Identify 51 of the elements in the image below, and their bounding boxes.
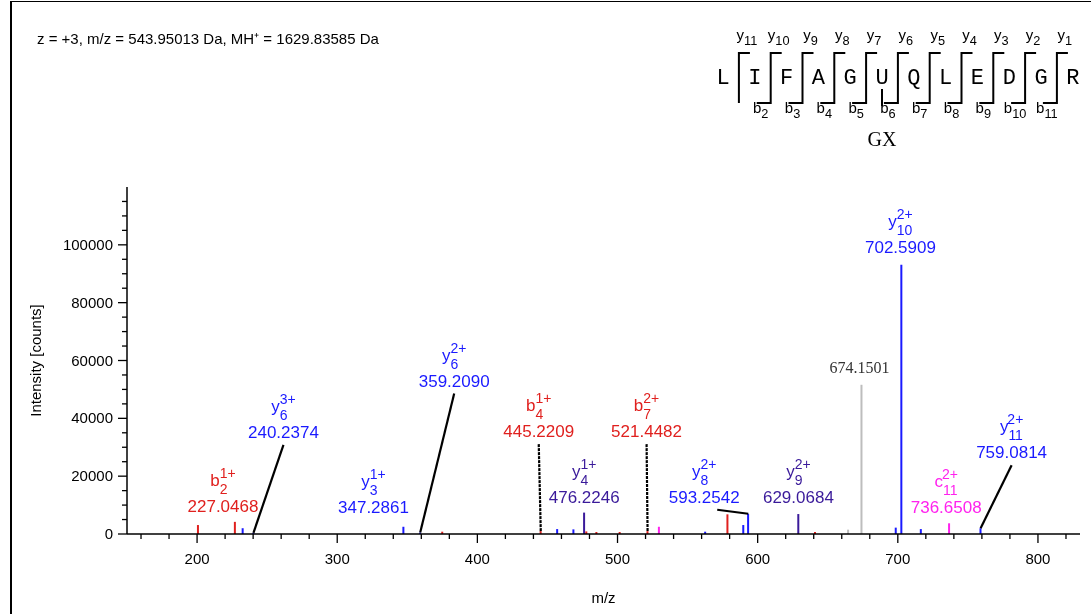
text: b$_{11}$ bbox=[1036, 99, 1058, 121]
text: y$_{5}$ bbox=[930, 26, 945, 48]
text: y$_{1}$ bbox=[1057, 26, 1073, 48]
annotation: 521.4482 bbox=[611, 422, 683, 442]
text: y$_{3}$ bbox=[994, 26, 1009, 48]
text: y$_{4}$ bbox=[962, 26, 977, 48]
annotation: 240.2374 bbox=[248, 422, 319, 442]
annotation: 445.2209 bbox=[503, 422, 575, 442]
text: y$_{11}$ bbox=[736, 26, 758, 48]
text: b$_{4}$ bbox=[816, 99, 833, 121]
annotation: 347.2861 bbox=[338, 497, 409, 517]
x-tick-label: 700 bbox=[885, 550, 911, 567]
y-tick-label: 40000 bbox=[71, 409, 113, 427]
annotation: 736.6508 bbox=[910, 498, 982, 518]
x-tick-label: 300 bbox=[324, 550, 350, 567]
text: y$_{2}$ bbox=[1025, 26, 1041, 48]
y-tick-label: 100000 bbox=[62, 235, 113, 253]
annotation: 629.0684 bbox=[762, 488, 834, 508]
x-tick-label: 600 bbox=[745, 550, 771, 567]
text: b$_{5}$ bbox=[848, 99, 864, 121]
annotation: 593.2542 bbox=[668, 487, 740, 507]
text: y$_{7}$ bbox=[866, 26, 882, 48]
annotation: 227.0468 bbox=[187, 496, 259, 516]
y-tick-label: 20000 bbox=[71, 467, 113, 485]
x-tick-label: 200 bbox=[184, 550, 210, 567]
text: y$_{9}$ bbox=[803, 26, 818, 48]
x-axis-title: m/z bbox=[591, 589, 616, 606]
text: b$_{3}$ bbox=[784, 99, 801, 121]
text: b$_{8}$ bbox=[943, 99, 960, 121]
annotation: 674.1501 bbox=[829, 358, 890, 376]
x-tick-label: 400 bbox=[464, 550, 490, 567]
text: b$_{2}$ bbox=[752, 99, 769, 121]
x-tick-label: 500 bbox=[605, 550, 631, 567]
y-tick-label: 0 bbox=[104, 525, 113, 542]
text: GX bbox=[867, 128, 897, 150]
text: y$_{6}$ bbox=[898, 26, 914, 48]
y-tick-label: 60000 bbox=[71, 351, 113, 369]
annotation: 359.2090 bbox=[418, 371, 490, 391]
annotation: 476.2246 bbox=[548, 487, 620, 507]
x-tick-label: 800 bbox=[1025, 550, 1051, 567]
annotation: 702.5909 bbox=[864, 237, 936, 257]
text: y$_{8}$ bbox=[835, 26, 850, 48]
text: b$_{10}$ bbox=[1003, 99, 1027, 121]
chart-title: z = +3, m/z = 543.95013 Da, MH⁺ = 1629.83585 Da bbox=[37, 30, 380, 47]
annotation: 759.0814 bbox=[976, 443, 1048, 463]
text: b$_{7}$ bbox=[911, 99, 928, 121]
text: y$_{10}$ bbox=[767, 26, 790, 48]
text: b$_{9}$ bbox=[975, 99, 992, 121]
y-tick-label: 80000 bbox=[71, 293, 113, 311]
text: L I F A G U Q L E D G R bbox=[716, 66, 1083, 91]
y-axis-title: Intensity [counts] bbox=[27, 304, 44, 417]
